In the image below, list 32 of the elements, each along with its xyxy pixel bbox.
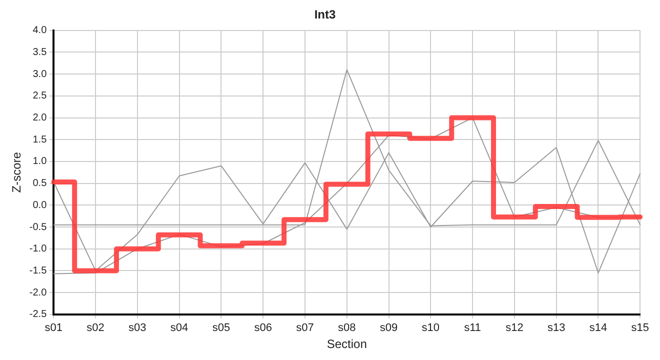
x-tick-label: s13	[547, 322, 566, 334]
x-tick-label: s15	[631, 322, 650, 334]
x-tick-label: s11	[464, 322, 482, 334]
x-tick-label: s03	[128, 322, 146, 334]
x-tick-label: s12	[506, 322, 524, 334]
y-tick-label: 0.5	[32, 178, 48, 190]
y-tick-label: 4.0	[32, 25, 48, 36]
x-tick-label: s14	[589, 322, 608, 334]
y-tick-label: 1.5	[32, 134, 48, 146]
y-tick-label: 3.5	[32, 46, 48, 58]
y-tick-label: 1.0	[32, 156, 48, 168]
y-tick-label: -1.0	[29, 244, 48, 255]
y-tick-label: -2.5	[29, 309, 48, 320]
x-tick-label: s07	[296, 322, 314, 334]
y-tick-label: -0.5	[29, 222, 48, 233]
x-tick-label: s04	[170, 322, 188, 334]
y-tick-label: 2.0	[32, 112, 48, 124]
y-tick-label: 2.5	[32, 90, 48, 102]
y-tick-label: 3.0	[32, 68, 48, 80]
x-tick-label: s01	[44, 322, 63, 334]
x-tick-label: s06	[254, 322, 272, 334]
x-tick-label: s02	[86, 322, 104, 334]
x-tick-label: s08	[338, 322, 356, 334]
x-tick-label: s09	[380, 322, 398, 334]
x-tick-label: s05	[212, 322, 230, 334]
y-tick-label: 0.0	[32, 200, 48, 211]
y-tick-label: -1.5	[29, 265, 48, 276]
y-tick-label: -2.0	[29, 287, 48, 298]
chart-title: Int3	[314, 8, 336, 22]
y-axis-title: Z-score	[10, 152, 24, 193]
x-axis-title: Section	[326, 337, 367, 352]
x-tick-label: s10	[422, 322, 440, 334]
